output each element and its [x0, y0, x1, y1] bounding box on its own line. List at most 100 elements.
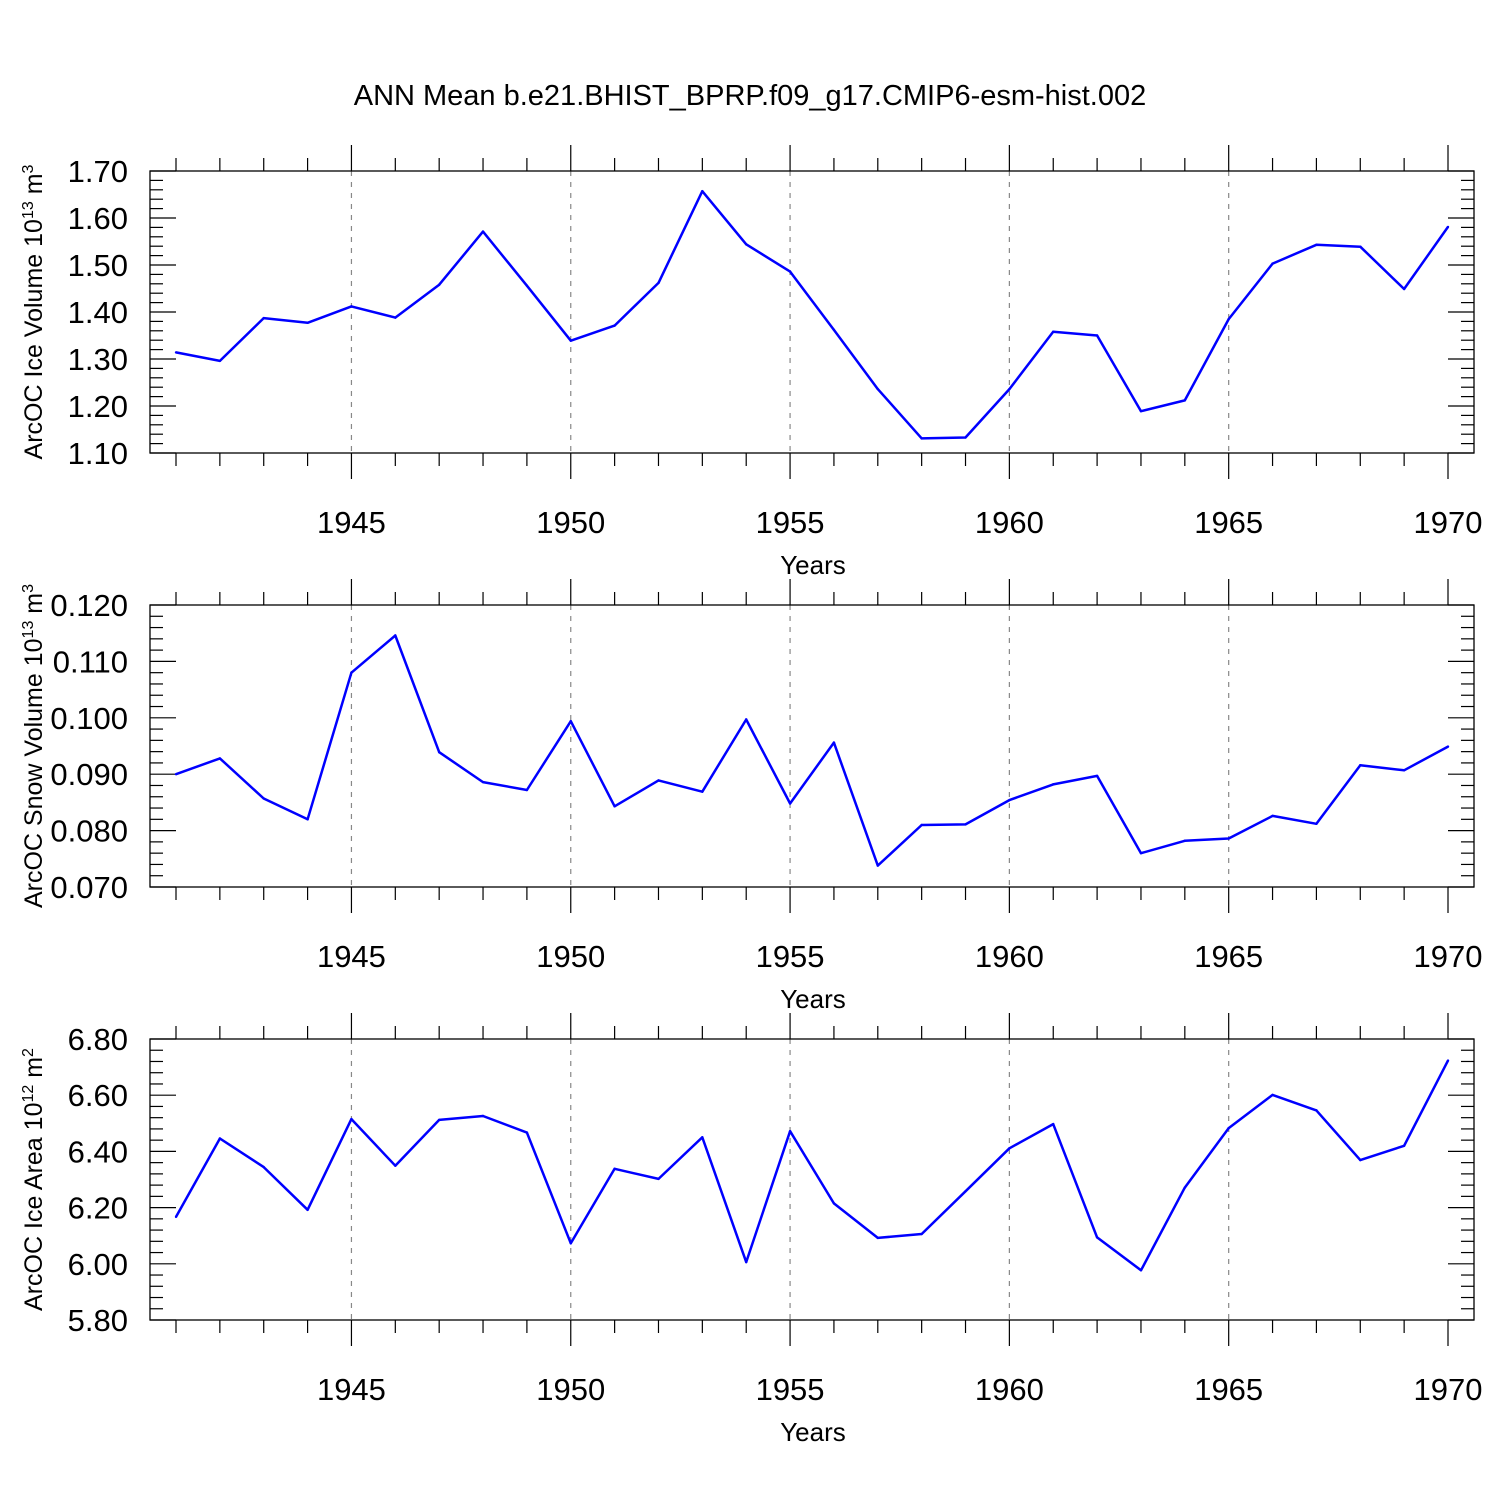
- data-point: [262, 1165, 265, 1169]
- data-point: [701, 790, 704, 793]
- x-tick-label: 1965: [1194, 505, 1263, 540]
- data-point: [1446, 745, 1450, 748]
- data-point: [262, 797, 265, 800]
- data-point: [1139, 1269, 1143, 1272]
- data-point: [306, 1208, 309, 1212]
- data-point: [613, 324, 616, 327]
- panels: 1.10 1.20 1.30 1.40 1.50 1.60 1.70 1945 1950 1955…: [20, 145, 1482, 1447]
- x-tick-label: 1955: [756, 939, 825, 974]
- data-point: [1315, 1109, 1318, 1112]
- data-point: [788, 270, 792, 273]
- data-point: [1227, 317, 1230, 321]
- data-point: [1052, 1122, 1055, 1126]
- data-point: [1227, 837, 1230, 840]
- data-point: [525, 1131, 529, 1134]
- y-tick-label: 0.100: [50, 701, 128, 736]
- data-point: [394, 634, 397, 637]
- data-point: [876, 387, 879, 391]
- data-point: [1183, 1186, 1187, 1189]
- y-tick-label: 6.20: [68, 1191, 128, 1226]
- y-tick-label: 6.60: [68, 1078, 128, 1113]
- data-point: [525, 284, 529, 287]
- data-point: [1183, 399, 1187, 402]
- data-point: [1271, 262, 1274, 265]
- data-point: [437, 283, 441, 286]
- x-tick-label: 1945: [317, 505, 386, 540]
- x-tick-label: 1945: [317, 939, 386, 974]
- data-point: [437, 751, 441, 754]
- x-tick-label: 1955: [756, 1372, 825, 1407]
- data-point: [1139, 409, 1143, 413]
- data-point: [1402, 287, 1406, 291]
- data-point: [481, 780, 485, 784]
- data-point: [701, 190, 704, 193]
- data-point: [306, 321, 309, 325]
- x-tick-label: 1970: [1414, 939, 1483, 974]
- y-tick-label: 6.40: [68, 1134, 128, 1169]
- data-point: [569, 1242, 572, 1245]
- y-tick-label: 1.40: [68, 295, 128, 330]
- data-point: [218, 1137, 222, 1140]
- series-line: [175, 634, 1449, 867]
- data-point: [1359, 763, 1362, 767]
- x-tick-label: 1960: [975, 505, 1044, 540]
- data-point: [832, 328, 836, 332]
- plot-frame: [149, 604, 1475, 888]
- data-point: [174, 773, 178, 776]
- data-point: [920, 437, 923, 440]
- data-point: [1359, 245, 1362, 248]
- y-axis-label: ArcOC Snow Volume 1013 m3: [20, 584, 48, 908]
- data-point: [745, 1260, 748, 1264]
- chart-panel-1: 1.10 1.20 1.30 1.40 1.50 1.60 1.70 1945 1950 1955…: [20, 145, 1482, 580]
- data-point: [920, 1232, 923, 1236]
- x-axis-label: Years: [780, 1417, 846, 1447]
- chart-panel-2: 0.070 0.080 0.090 0.100 0.110 0.120 1945 1950 19…: [20, 579, 1482, 1014]
- data-point: [657, 1177, 660, 1181]
- y-tick-label: 1.50: [68, 248, 128, 283]
- data-point: [437, 1118, 441, 1122]
- data-point: [1139, 851, 1143, 855]
- chart-panel-3: 5.80 6.00 6.20 6.40 6.60 6.80 1945 1950 1955 1960…: [20, 1013, 1482, 1447]
- data-point: [613, 805, 616, 808]
- data-point: [1402, 769, 1406, 772]
- data-point: [1315, 822, 1318, 826]
- data-point: [1095, 334, 1099, 337]
- data-point: [701, 1136, 704, 1139]
- y-tick-label: 0.090: [50, 757, 128, 792]
- data-point: [1052, 783, 1055, 786]
- data-point: [569, 719, 572, 723]
- x-tick-label: 1950: [536, 1372, 605, 1407]
- y-tick-label: 1.20: [68, 389, 128, 424]
- x-tick-label: 1960: [975, 939, 1044, 974]
- data-point: [657, 281, 660, 285]
- data-point: [174, 351, 178, 354]
- data-point: [613, 1167, 616, 1171]
- data-point: [920, 823, 923, 827]
- x-tick-label: 1945: [317, 1372, 386, 1407]
- data-point: [218, 359, 222, 363]
- data-point: [1446, 1059, 1450, 1062]
- data-point: [350, 671, 353, 674]
- data-point: [964, 436, 967, 439]
- y-tick-label: 1.30: [68, 342, 128, 377]
- data-point: [1402, 1144, 1406, 1147]
- plot-frame: [149, 1038, 1475, 1321]
- y-tick-label: 0.120: [50, 588, 128, 623]
- x-tick-label: 1970: [1414, 505, 1483, 540]
- y-tick-label: 5.80: [68, 1303, 128, 1338]
- data-point: [525, 788, 529, 792]
- series-line: [174, 1060, 1450, 1272]
- data-point: [218, 757, 222, 760]
- data-point: [1052, 330, 1055, 333]
- x-tick-label: 1965: [1194, 1372, 1263, 1407]
- data-point: [1183, 839, 1187, 842]
- data-point: [964, 1190, 967, 1193]
- data-point: [174, 1215, 178, 1219]
- data-point: [1271, 1093, 1274, 1097]
- x-tick-label: 1950: [536, 505, 605, 540]
- data-point: [1446, 225, 1450, 229]
- y-tick-label: 1.10: [68, 436, 128, 471]
- x-tick-label: 1950: [536, 939, 605, 974]
